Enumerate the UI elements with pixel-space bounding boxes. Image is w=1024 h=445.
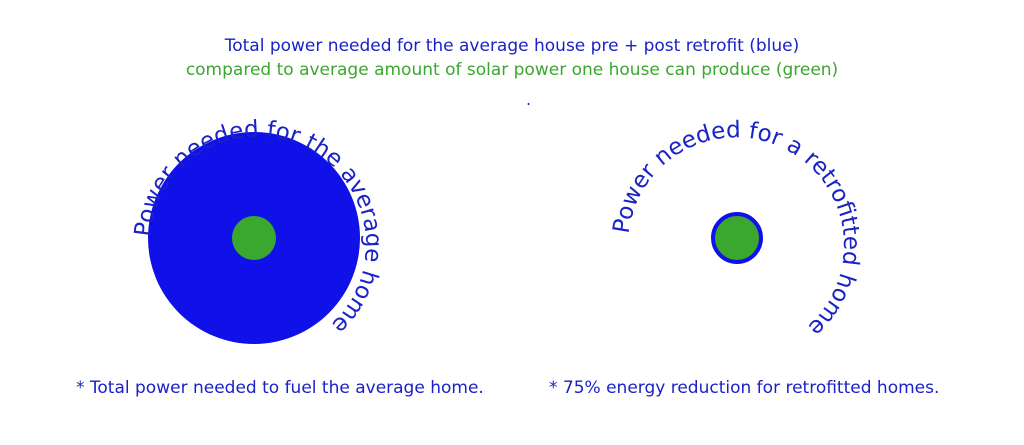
footnote-retrofit-home: * 75% energy reduction for retrofitted h… — [549, 378, 940, 398]
header: Total power needed for the average house… — [0, 34, 1024, 82]
retrofit-home-circle — [711, 212, 763, 264]
header-dot: . — [526, 90, 532, 109]
title-line-blue: Total power needed for the average house… — [224, 36, 800, 56]
footnote-average-home: * Total power needed to fuel the average… — [76, 378, 484, 398]
average-home-solar-circle — [232, 216, 276, 260]
title-line-green: compared to average amount of solar powe… — [185, 60, 839, 80]
